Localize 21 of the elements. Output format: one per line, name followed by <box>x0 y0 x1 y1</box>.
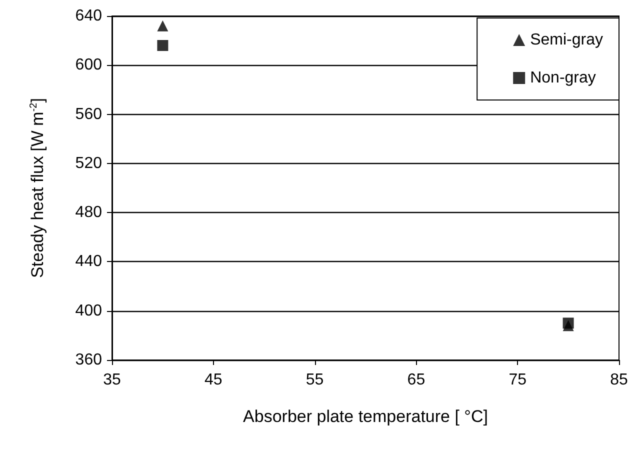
x-tick-label: 85 <box>610 372 628 388</box>
legend-label: Semi-gray <box>530 32 603 48</box>
y-axis-title: Steady heat flux [W m-2] <box>28 98 47 278</box>
y-tick-label: 640 <box>75 8 102 24</box>
x-tick-label: 55 <box>306 372 324 388</box>
y-tick-label: 480 <box>75 204 102 222</box>
y-tick-label: 440 <box>75 253 102 270</box>
x-tick-label: 45 <box>204 372 222 388</box>
point <box>157 20 168 32</box>
x-tick-label: 35 <box>103 372 121 388</box>
point <box>157 40 168 51</box>
legend-label: Non-gray <box>530 70 596 86</box>
y-tick-label: 560 <box>75 106 102 123</box>
x-tick-label: 65 <box>407 372 426 388</box>
y-tick-label: 360 <box>75 352 102 368</box>
x-axis-title: Absorber plate temperature [ °C] <box>243 407 488 426</box>
y-tick-label: 520 <box>75 154 102 172</box>
point <box>562 320 574 332</box>
y-tick-label: 600 <box>75 56 102 74</box>
x-tick-label: 75 <box>508 372 527 388</box>
y-tick-label: 400 <box>75 302 102 320</box>
